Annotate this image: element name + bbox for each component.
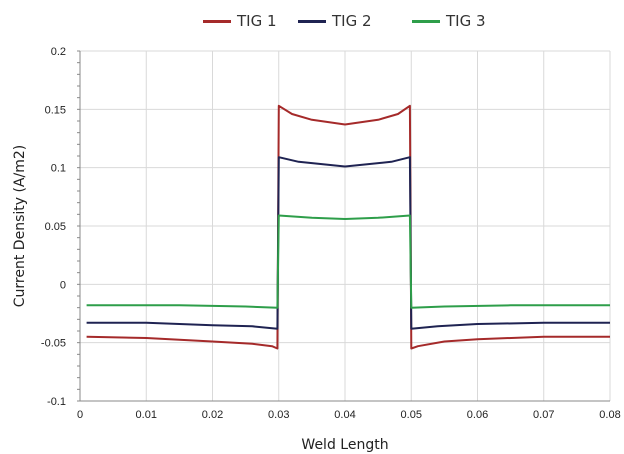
chart-legend: TIG 1 TIG 2 TIG 3	[0, 12, 624, 36]
chart-tick-labels: 0 0.01 0.02 0.03 0.04 0.05 0.06 0.07 0.08 -0.1 -0.…	[41, 46, 621, 421]
series-line-tig-3	[86, 214, 610, 309]
series-line-tig-2	[86, 156, 610, 330]
legend-label-tig-1: TIG 1	[237, 12, 277, 30]
y-tick-label: 0.05	[45, 221, 66, 233]
legend-label-tig-2: TIG 2	[332, 12, 372, 30]
x-tick-label: 0.02	[202, 409, 223, 421]
chart-series	[86, 104, 610, 350]
legend-item-tig-2: TIG 2	[298, 12, 372, 30]
legend-swatch-tig-1	[203, 19, 231, 23]
y-tick-label: 0.2	[51, 46, 66, 58]
x-tick-label: 0.08	[599, 409, 620, 421]
x-axis-title: Weld Length	[301, 437, 388, 453]
x-tick-label: 0.01	[136, 409, 157, 421]
y-tick-label: -0.05	[41, 338, 66, 350]
x-tick-label: 0	[77, 409, 83, 421]
x-tick-label: 0.03	[268, 409, 289, 421]
legend-swatch-tig-2	[298, 19, 326, 23]
y-tick-label: 0.1	[51, 163, 66, 175]
y-tick-label: 0.15	[45, 104, 66, 116]
legend-item-tig-3: TIG 3	[412, 12, 486, 30]
x-tick-label: 0.06	[467, 409, 488, 421]
y-tick-label: -0.1	[47, 396, 66, 408]
chart-axes	[77, 50, 610, 402]
x-tick-label: 0.04	[334, 409, 355, 421]
y-tick-label: 0	[60, 279, 66, 291]
x-tick-label: 0.07	[533, 409, 554, 421]
legend-item-tig-1: TIG 1	[203, 12, 277, 30]
x-tick-label: 0.05	[401, 409, 422, 421]
legend-label-tig-3: TIG 3	[446, 12, 486, 30]
series-line-tig-1	[86, 104, 610, 350]
chart-gridlines	[79, 50, 611, 402]
legend-swatch-tig-3	[412, 19, 440, 23]
y-axis-title: Current Density (A/m2)	[12, 145, 28, 307]
